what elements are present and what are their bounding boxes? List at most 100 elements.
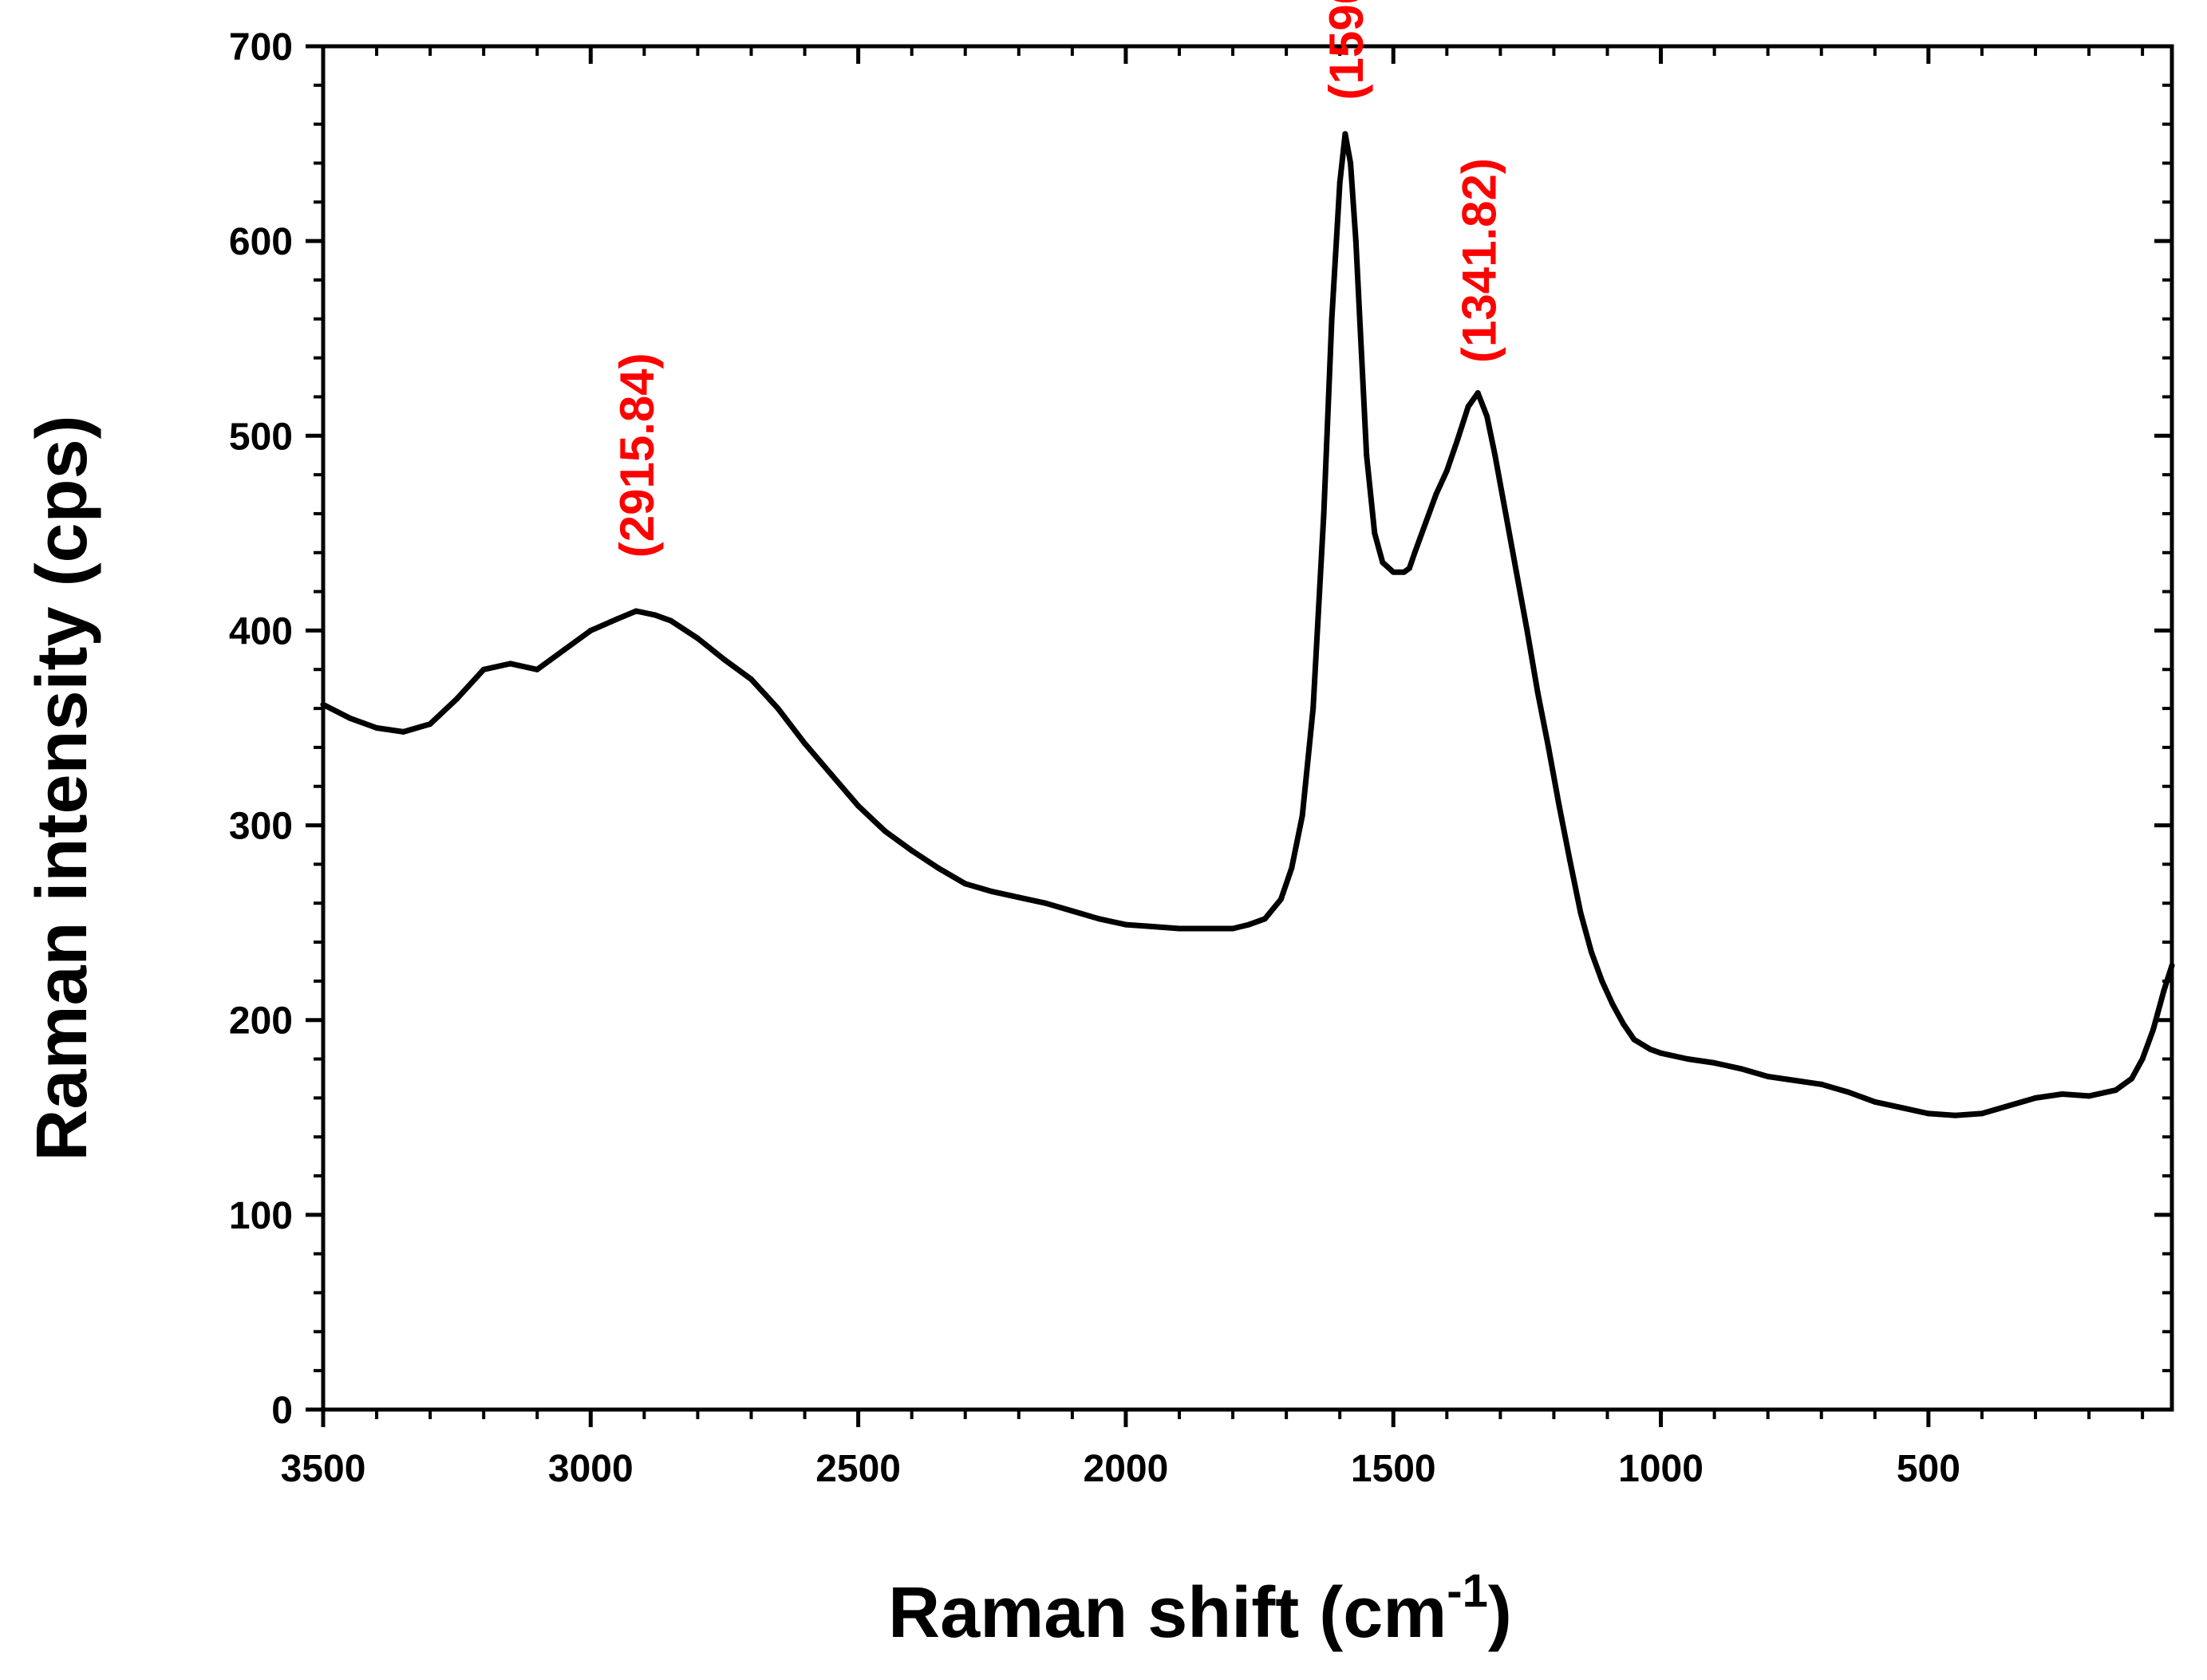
y-axis-title: Raman intensity (cps) bbox=[22, 415, 102, 1161]
data-point bbox=[989, 889, 995, 895]
data-point bbox=[1336, 179, 1343, 186]
data-point bbox=[1123, 921, 1129, 928]
data-point bbox=[1925, 1110, 1932, 1117]
data-point bbox=[1321, 511, 1327, 517]
data-point bbox=[1791, 1077, 1798, 1083]
data-point bbox=[373, 725, 380, 731]
series-layer bbox=[320, 131, 2175, 1118]
y-axis-ticks: 0 100 200 300 400 500 600 700 bbox=[229, 26, 2172, 1432]
data-point bbox=[1096, 916, 1102, 922]
y-tick-label: 0 bbox=[271, 1390, 293, 1432]
y-tick-label: 700 bbox=[229, 26, 293, 69]
data-point bbox=[1289, 865, 1295, 871]
data-point bbox=[2139, 1056, 2146, 1062]
data-point bbox=[1492, 452, 1498, 459]
data-point bbox=[1567, 858, 1573, 863]
data-point bbox=[1588, 948, 1594, 955]
x-axis-title-superscript: -1 bbox=[1447, 1565, 1488, 1617]
annotations: (2915.84) (1590.07) (1341.82) bbox=[610, 0, 1506, 558]
data-point bbox=[1502, 511, 1509, 517]
data-point bbox=[2059, 1091, 2065, 1097]
data-point bbox=[935, 865, 942, 871]
data-point bbox=[1203, 925, 1209, 932]
data-point bbox=[1979, 1110, 1985, 1117]
data-point bbox=[1631, 1036, 1637, 1043]
data-point bbox=[855, 803, 862, 809]
data-point bbox=[1524, 627, 1530, 633]
x-axis-title-close: ) bbox=[1488, 1573, 1512, 1653]
data-point bbox=[587, 627, 594, 633]
data-point bbox=[1765, 1074, 1771, 1079]
x-tick-label: 3500 bbox=[281, 1448, 366, 1490]
data-point bbox=[1433, 491, 1439, 497]
data-point bbox=[2169, 962, 2175, 968]
x-tick-label: 500 bbox=[1897, 1448, 1960, 1490]
y-tick-label: 400 bbox=[229, 610, 293, 653]
data-point bbox=[1556, 803, 1562, 809]
data-point bbox=[2086, 1093, 2092, 1099]
x-tick-label: 1000 bbox=[1618, 1448, 1704, 1490]
data-point bbox=[507, 661, 514, 667]
data-point bbox=[401, 728, 407, 735]
data-point bbox=[1465, 404, 1471, 410]
data-point bbox=[1577, 909, 1584, 916]
data-point bbox=[1310, 705, 1317, 712]
data-point bbox=[775, 705, 781, 712]
data-point bbox=[347, 715, 353, 721]
data-point bbox=[694, 635, 701, 641]
data-point bbox=[1738, 1066, 1744, 1072]
x-tick-label: 2500 bbox=[815, 1448, 901, 1490]
data-point bbox=[1658, 1050, 1664, 1056]
data-point bbox=[1230, 925, 1236, 932]
data-point bbox=[1364, 452, 1370, 459]
data-point bbox=[1411, 550, 1418, 556]
y-tick-label: 500 bbox=[229, 416, 293, 458]
data-point bbox=[909, 847, 915, 854]
data-point bbox=[748, 676, 754, 682]
data-point bbox=[1621, 1021, 1627, 1027]
data-point bbox=[1401, 569, 1408, 575]
x-axis-title-main: Raman shift (cm bbox=[888, 1573, 1447, 1653]
y-tick-label: 600 bbox=[229, 221, 293, 263]
data-point bbox=[614, 616, 621, 622]
data-point bbox=[1042, 900, 1048, 906]
data-point bbox=[1358, 345, 1364, 351]
data-point bbox=[2032, 1094, 2039, 1101]
plot-frame bbox=[321, 44, 2174, 1412]
series-line-raman-spectrum bbox=[320, 131, 2175, 1118]
data-point bbox=[1443, 467, 1450, 474]
data-point bbox=[633, 608, 639, 614]
data-point bbox=[802, 740, 808, 747]
data-point bbox=[962, 881, 969, 887]
data-point bbox=[1352, 238, 1359, 244]
data-point bbox=[320, 701, 326, 708]
y-tick-label: 100 bbox=[229, 1195, 293, 1237]
data-point bbox=[828, 771, 835, 778]
x-tick-label: 2000 bbox=[1084, 1448, 1169, 1490]
x-axis-ticks: 3500 3000 2500 2000 1500 1000 500 bbox=[281, 46, 2145, 1490]
data-point bbox=[1348, 160, 1354, 166]
data-point bbox=[721, 657, 728, 663]
data-point bbox=[1818, 1081, 1825, 1087]
data-point bbox=[1176, 925, 1182, 932]
data-point bbox=[454, 696, 460, 702]
data-point bbox=[1845, 1089, 1851, 1095]
data-point bbox=[668, 617, 674, 624]
peak-annotation: (1590.07) bbox=[1320, 0, 1373, 101]
data-point bbox=[1299, 812, 1305, 818]
data-point bbox=[534, 666, 540, 672]
data-point bbox=[1484, 413, 1490, 420]
peak-annotation: (2915.84) bbox=[610, 353, 664, 558]
data-point bbox=[2129, 1075, 2135, 1082]
data-point bbox=[1329, 316, 1335, 322]
y-tick-label: 200 bbox=[229, 1000, 293, 1043]
data-point bbox=[1390, 569, 1396, 575]
data-point bbox=[2161, 988, 2167, 994]
data-point bbox=[2006, 1102, 2012, 1109]
data-point bbox=[561, 647, 567, 653]
data-point bbox=[1647, 1046, 1653, 1052]
x-tick-label: 3000 bbox=[548, 1448, 634, 1490]
data-point bbox=[480, 666, 487, 672]
data-point bbox=[1475, 390, 1481, 396]
